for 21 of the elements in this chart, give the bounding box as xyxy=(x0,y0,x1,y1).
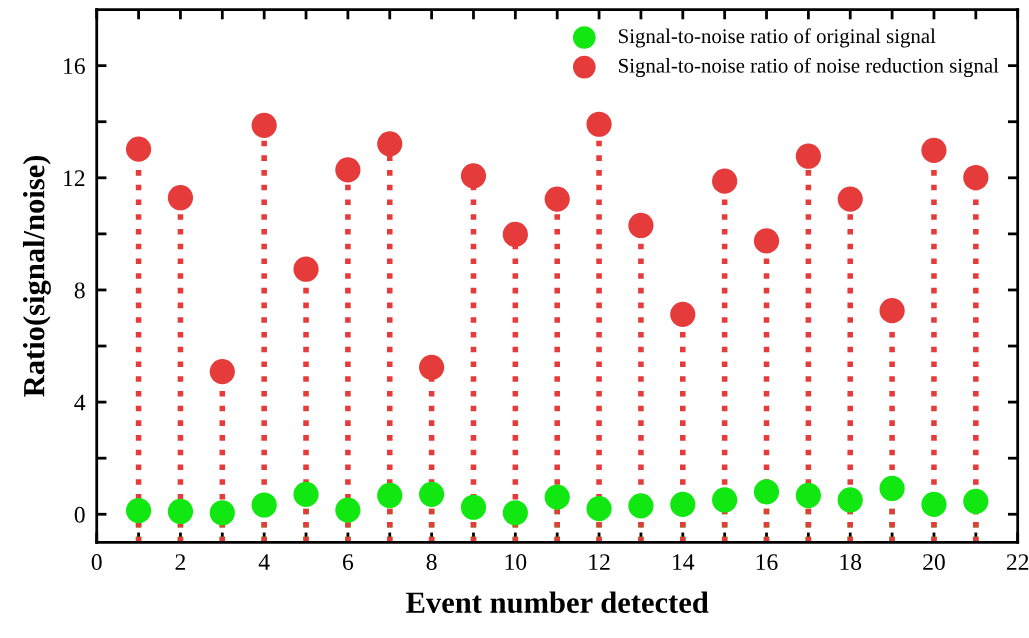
y-tick-label: 8 xyxy=(74,282,85,299)
x-tick-label: 10 xyxy=(505,554,527,571)
y-tick-label: 16 xyxy=(64,58,85,75)
x-tick-label: 12 xyxy=(589,554,610,570)
y-tick-label: 12 xyxy=(64,170,85,186)
x-tick-label: 14 xyxy=(673,554,695,570)
x-tick-label: 6 xyxy=(343,554,354,571)
legend-label: Signal-to-noise ratio of original signal xyxy=(619,28,936,48)
x-tick-label: 0 xyxy=(91,554,102,571)
y-tick-label: 4 xyxy=(74,394,86,411)
x-tick-label: 8 xyxy=(426,554,437,571)
x-tick-label: 4 xyxy=(258,554,270,570)
legend-label: Signal-to-noise ratio of noise reduction signal xyxy=(619,57,999,78)
y-tick-label: 0 xyxy=(74,506,85,523)
x-tick-label: 16 xyxy=(756,554,778,571)
x-tick-label: 22 xyxy=(1006,554,1029,570)
x-tick-label: 20 xyxy=(923,554,945,571)
x-tick-label: 18 xyxy=(840,554,862,571)
x-tick-label: 2 xyxy=(175,554,186,570)
x-axis-title: Event number detected xyxy=(406,591,709,614)
y-axis-title: Ratio(signal/noise) xyxy=(22,155,51,397)
